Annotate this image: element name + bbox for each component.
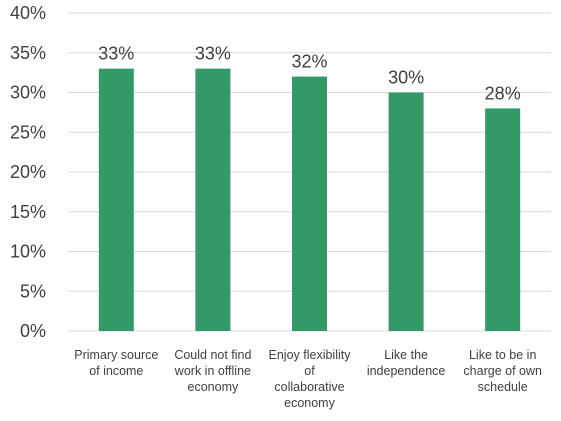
category-label: Enjoy flexibility of collaborative economy xyxy=(269,348,352,410)
bar xyxy=(485,108,521,332)
category-label-line: Primary source xyxy=(74,348,158,362)
category-label: Could not find work in offline economy xyxy=(174,348,252,394)
bars xyxy=(98,68,521,332)
x-axis-category-labels: Primary source of income Could not find wor… xyxy=(74,348,542,410)
data-label: 30% xyxy=(388,68,424,88)
category-label-line: economy xyxy=(284,396,335,410)
category-label-line: collaborative xyxy=(274,380,344,394)
bar xyxy=(98,68,134,332)
bar xyxy=(195,68,231,332)
category-label-line: economy xyxy=(188,380,239,394)
y-tick-label: 35% xyxy=(10,43,46,63)
data-labels: 33% 33% 32% 30% 28% xyxy=(98,44,520,104)
category-label-line: Like to be in xyxy=(469,348,536,362)
y-tick-label: 25% xyxy=(10,122,46,142)
category-label-line: schedule xyxy=(478,380,528,394)
category-label: Like to be in charge of own schedule xyxy=(463,348,542,394)
bar xyxy=(292,76,327,331)
y-tick-label: 20% xyxy=(10,162,46,182)
data-label: 32% xyxy=(291,52,327,72)
category-label-line: charge of own xyxy=(463,364,542,378)
category-label-line: work in offline xyxy=(174,364,251,378)
category-label: Like the independence xyxy=(367,348,446,378)
category-label: Primary source of income xyxy=(74,348,158,378)
y-tick-label: 30% xyxy=(10,83,46,103)
bar xyxy=(388,92,424,331)
data-label: 33% xyxy=(195,44,231,64)
category-label-line: of xyxy=(304,364,315,378)
category-label-line: Enjoy flexibility xyxy=(269,348,352,362)
y-tick-label: 40% xyxy=(10,3,46,23)
y-tick-label: 15% xyxy=(10,202,46,222)
y-tick-label: 10% xyxy=(10,242,46,262)
category-label-line: Could not find xyxy=(174,348,251,362)
y-tick-label: 5% xyxy=(20,281,46,301)
category-label-line: Like the xyxy=(384,348,428,362)
y-tick-label: 0% xyxy=(20,321,46,341)
category-label-line: of income xyxy=(89,364,143,378)
data-label: 33% xyxy=(98,44,134,64)
data-label: 28% xyxy=(485,83,521,103)
category-label-line: independence xyxy=(367,364,446,378)
y-axis-tick-labels: 0% 5% 10% 15% 20% 25% 30% 35% 40% xyxy=(10,3,46,341)
